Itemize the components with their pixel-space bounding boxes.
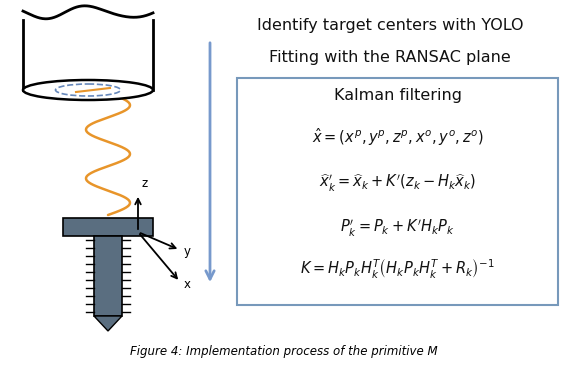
Bar [237,78,558,305]
Bar [63,218,153,236]
Text: Identify target centers with YOLO: Identify target centers with YOLO [257,18,523,33]
Text: $P_k^{\prime} = P_k + K^{\prime}H_kP_k$: $P_k^{\prime} = P_k + K^{\prime}H_kP_k$ [340,218,455,239]
Bar [94,236,122,316]
Ellipse shape [23,80,153,100]
Polygon shape [94,316,122,331]
Text: x: x [184,279,191,291]
Text: Fitting with the RANSAC plane: Fitting with the RANSAC plane [269,50,511,65]
Text: $\widehat{x}_k^{\prime} = \widehat{x}_k + K^{\prime}(z_k - H_k\widehat{x}_k)$: $\widehat{x}_k^{\prime} = \widehat{x}_k … [319,173,476,194]
Text: $\hat{x} = (x^p, y^p, z^p, x^o, y^o, z^o)$: $\hat{x} = (x^p, y^p, z^p, x^o, y^o, z^o… [311,126,483,148]
Text: Figure 4: Implementation process of the primitive M: Figure 4: Implementation process of the … [130,345,438,358]
Text: $K = H_kP_kH_k^T\left(H_kP_kH_k^T + R_k\right)^{-1}$: $K = H_kP_kH_k^T\left(H_kP_kH_k^T + R_k\… [300,258,495,281]
Text: Kalman filtering: Kalman filtering [333,88,461,103]
Text: y: y [184,244,191,258]
Text: z: z [141,177,147,190]
